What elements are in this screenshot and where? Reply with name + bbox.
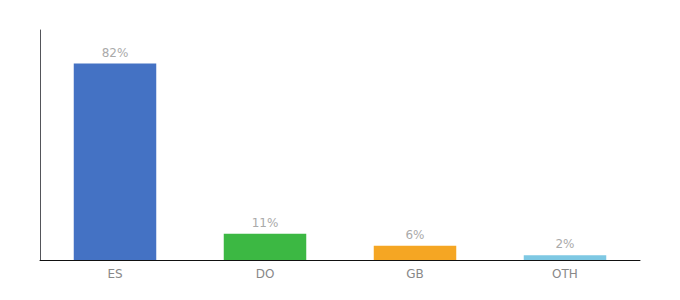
svg-text:ES: ES	[107, 267, 122, 281]
svg-text:6%: 6%	[405, 228, 424, 242]
svg-text:82%: 82%	[102, 46, 129, 60]
svg-text:OTH: OTH	[552, 267, 578, 281]
svg-text:GB: GB	[406, 267, 424, 281]
svg-text:2%: 2%	[555, 237, 574, 251]
svg-text:11%: 11%	[252, 216, 279, 230]
svg-text:DO: DO	[256, 267, 275, 281]
